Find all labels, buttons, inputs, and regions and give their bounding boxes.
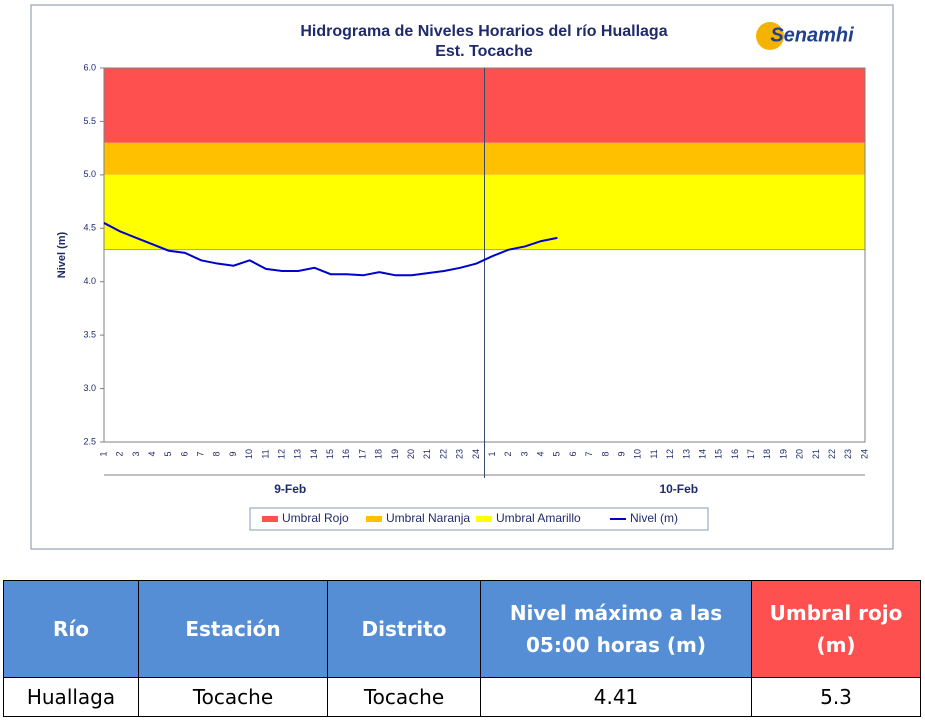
y-tick-label: 2.5: [83, 436, 96, 446]
x-tick-label: 4: [147, 451, 157, 456]
x-tick-label: 24: [471, 449, 481, 459]
x-tick-label: 7: [584, 451, 594, 456]
x-tick-label: 13: [681, 449, 691, 459]
x-tick-label: 12: [665, 449, 675, 459]
x-tick-label: 10: [633, 449, 643, 459]
x-tick-label: 21: [422, 449, 432, 459]
chart-subtitle: Est. Tocache: [435, 43, 533, 60]
x-tick-label: 14: [697, 449, 707, 459]
x-tick-label: 13: [293, 449, 303, 459]
y-tick-label: 5.0: [83, 169, 96, 179]
header-cell: Río: [3, 580, 139, 678]
x-tick-label: 3: [519, 451, 529, 456]
legend-swatch: [476, 516, 492, 522]
legend-swatch: [262, 516, 278, 522]
legend-label: Nivel (m): [630, 511, 678, 525]
x-tick-label: 1: [487, 451, 497, 456]
chart-title: Hidrograma de Niveles Horarios del río H…: [300, 23, 667, 40]
x-tick-label: 18: [762, 449, 772, 459]
legend-label: Umbral Naranja: [386, 511, 470, 525]
table-row: Huallaga Tocache Tocache 4.41 5.3: [3, 677, 921, 717]
x-tick-label: 16: [341, 449, 351, 459]
x-tick-label: 1: [98, 451, 108, 456]
header-cell: Distrito: [327, 580, 481, 678]
y-axis-label: Nivel (m): [56, 231, 68, 278]
logo-text: Senamhi: [770, 24, 854, 46]
x-tick-label: 18: [374, 449, 384, 459]
x-tick-label: 17: [357, 449, 367, 459]
x-tick-label: 8: [212, 451, 222, 456]
x-tick-label: 5: [163, 451, 173, 456]
level-line: [103, 222, 558, 277]
legend-swatch: [366, 516, 382, 522]
y-tick-label: 5.5: [83, 116, 96, 126]
header-cell: Umbral rojo (m): [751, 580, 921, 678]
x-tick-label: 3: [131, 451, 141, 456]
y-tick-label: 3.0: [83, 383, 96, 393]
legend: Umbral Rojo Umbral Naranja Umbral Amarillo…: [249, 507, 709, 531]
x-tick-label: 9: [228, 451, 238, 456]
x-tick-label: 19: [778, 449, 788, 459]
cell: Tocache: [327, 677, 481, 717]
x-tick-label: 6: [179, 451, 189, 456]
x-tick-label: 15: [325, 449, 335, 459]
cell: Tocache: [138, 677, 328, 717]
x-tick-label: 12: [276, 449, 286, 459]
x-tick-label: 19: [390, 449, 400, 459]
x-tick-label: 2: [115, 451, 125, 456]
y-tick-label: 6.0: [83, 62, 96, 72]
x-tick-label: 4: [536, 451, 546, 456]
x-tick-label: 14: [309, 449, 319, 459]
cell: 4.41: [480, 677, 752, 717]
logo-sun: [756, 22, 784, 50]
x-tick-label: 20: [795, 449, 805, 459]
cell: 5.3: [751, 677, 921, 717]
x-tick-label: 8: [600, 451, 610, 456]
x-tick-label: 6: [568, 451, 578, 456]
y-tick-label: 4.5: [83, 223, 96, 233]
x-tick-label: 21: [811, 449, 821, 459]
x-tick-label: 2: [503, 451, 513, 456]
x-tick-label: 17: [746, 449, 756, 459]
x-tick-label: 22: [827, 449, 837, 459]
x-tick-label: 20: [406, 449, 416, 459]
legend-label: Umbral Amarillo: [496, 511, 581, 525]
y-tick-label: 3.5: [83, 330, 96, 340]
y-tick-label: 4.0: [83, 276, 96, 286]
x-tick-label: 11: [260, 449, 270, 458]
group-label: 10-Feb: [659, 482, 698, 496]
logo: Senamhi: [756, 22, 854, 50]
summary-table: Río Estación Distrito Nivel máximo a las…: [3, 580, 921, 717]
x-tick-label: 23: [843, 449, 853, 459]
x-tick-label: 7: [196, 451, 206, 456]
x-tick-label: 9: [617, 451, 627, 456]
legend-label: Umbral Rojo: [282, 511, 349, 525]
group-label: 9-Feb: [274, 482, 306, 496]
x-tick-label: 24: [859, 449, 869, 459]
x-tick-label: 15: [714, 449, 724, 459]
cell: Huallaga: [3, 677, 139, 717]
chart: Hidrograma de Niveles Horarios del río H…: [30, 4, 894, 550]
x-tick-label: 16: [730, 449, 740, 459]
x-tick-label: 23: [455, 449, 465, 459]
header-cell: Estación: [138, 580, 328, 678]
header-cell: Nivel máximo a las 05:00 horas (m): [480, 580, 752, 678]
x-tick-label: 10: [244, 449, 254, 459]
table-header: Río Estación Distrito Nivel máximo a las…: [3, 580, 921, 678]
x-tick-label: 11: [649, 449, 659, 458]
x-tick-label: 22: [438, 449, 448, 459]
x-tick-label: 5: [552, 451, 562, 456]
